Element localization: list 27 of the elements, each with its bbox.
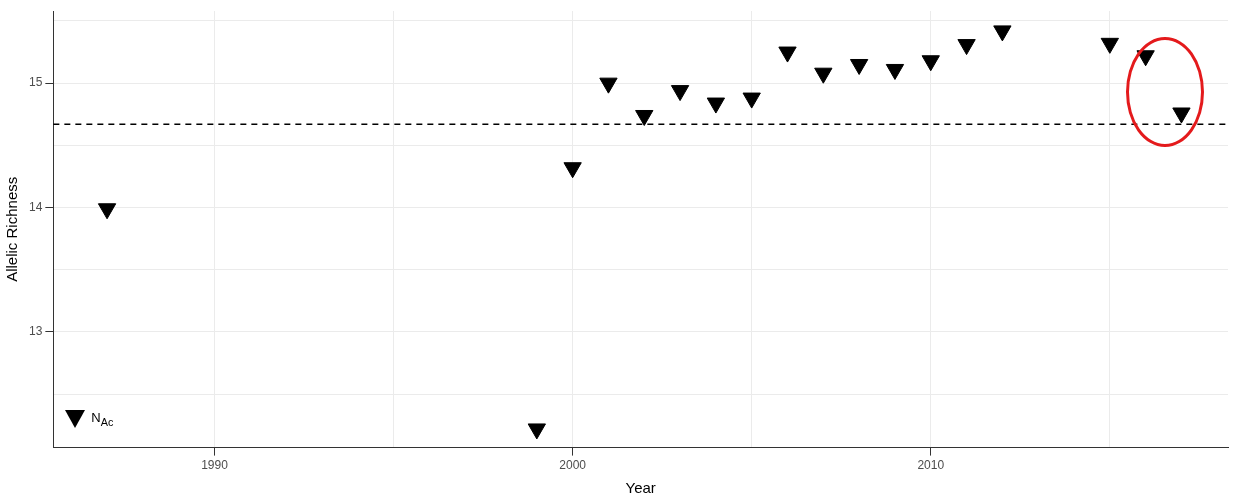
point: [706, 97, 726, 114]
point: [814, 67, 833, 84]
point: [599, 77, 618, 94]
point: [97, 203, 117, 220]
point: [849, 58, 869, 75]
point: [527, 423, 546, 440]
x-axis-title: Year: [625, 479, 656, 497]
legend-label: N$_{Ac}$: [91, 409, 114, 428]
point: [957, 39, 976, 56]
point: [1136, 50, 1155, 67]
point: [1172, 107, 1191, 124]
point: [742, 92, 761, 109]
point: [563, 162, 582, 179]
point: [670, 85, 690, 102]
point: [921, 55, 940, 72]
x-tick-label: 2000: [559, 458, 587, 473]
y-axis-title: Allelic Richness: [3, 176, 21, 282]
x-tick-label: 1990: [201, 458, 229, 473]
y-tick-label: 14: [28, 199, 43, 214]
point: [1100, 37, 1119, 54]
y-tick-label: 13: [28, 324, 43, 339]
y-tick-label: 15: [28, 75, 43, 90]
point: [635, 109, 654, 126]
x-tick-label: 2010: [917, 458, 945, 473]
point: [778, 46, 797, 63]
point: [885, 63, 905, 80]
point: [993, 25, 1012, 42]
